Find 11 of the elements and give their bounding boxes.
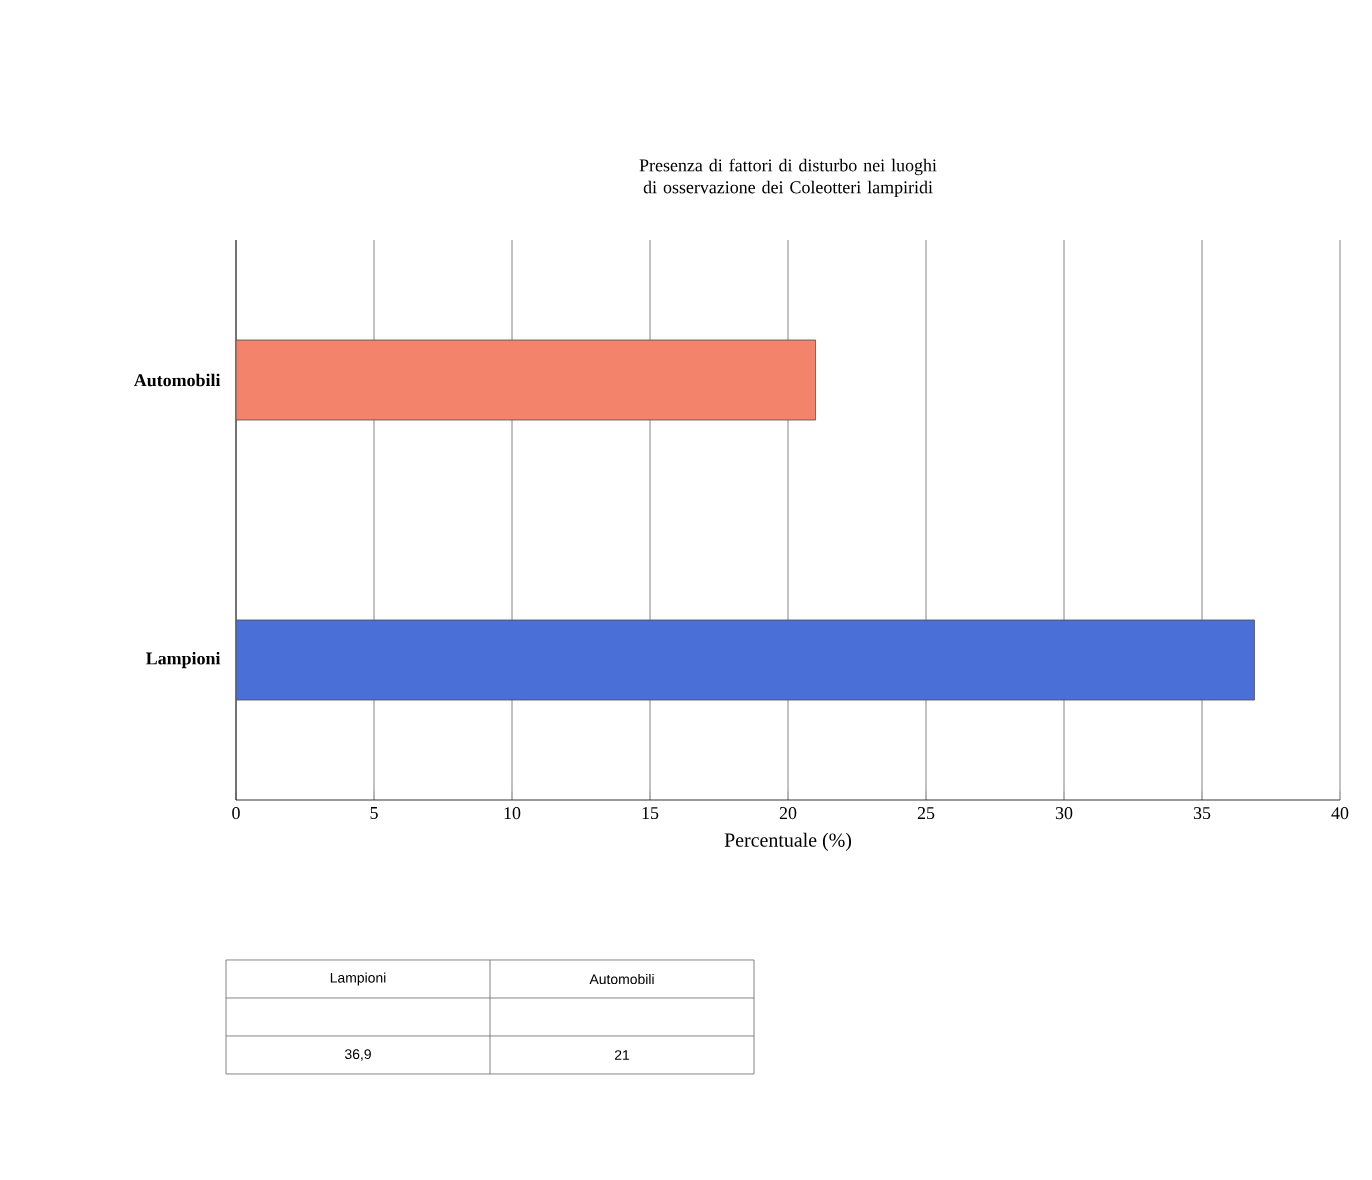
x-tick-label: 0 <box>232 807 240 820</box>
x-axis-title: Percentuale (%) <box>724 832 852 851</box>
x-tick-label: 25 <box>917 807 935 820</box>
chart-title: Presenza di fattori di disturbo nei luoghi di osservazione dei Coleotteri lampiridi <box>639 158 937 197</box>
x-tick-label: 35 <box>1193 807 1211 820</box>
x-tick-label: 5 <box>370 807 378 819</box>
x-tick-label: 30 <box>1055 807 1073 820</box>
x-tick-label: 10 <box>504 807 521 820</box>
x-tick-label: 20 <box>779 807 797 820</box>
x-tick-label: 15 <box>642 807 659 820</box>
x-tick-label: 40 <box>1331 807 1349 820</box>
